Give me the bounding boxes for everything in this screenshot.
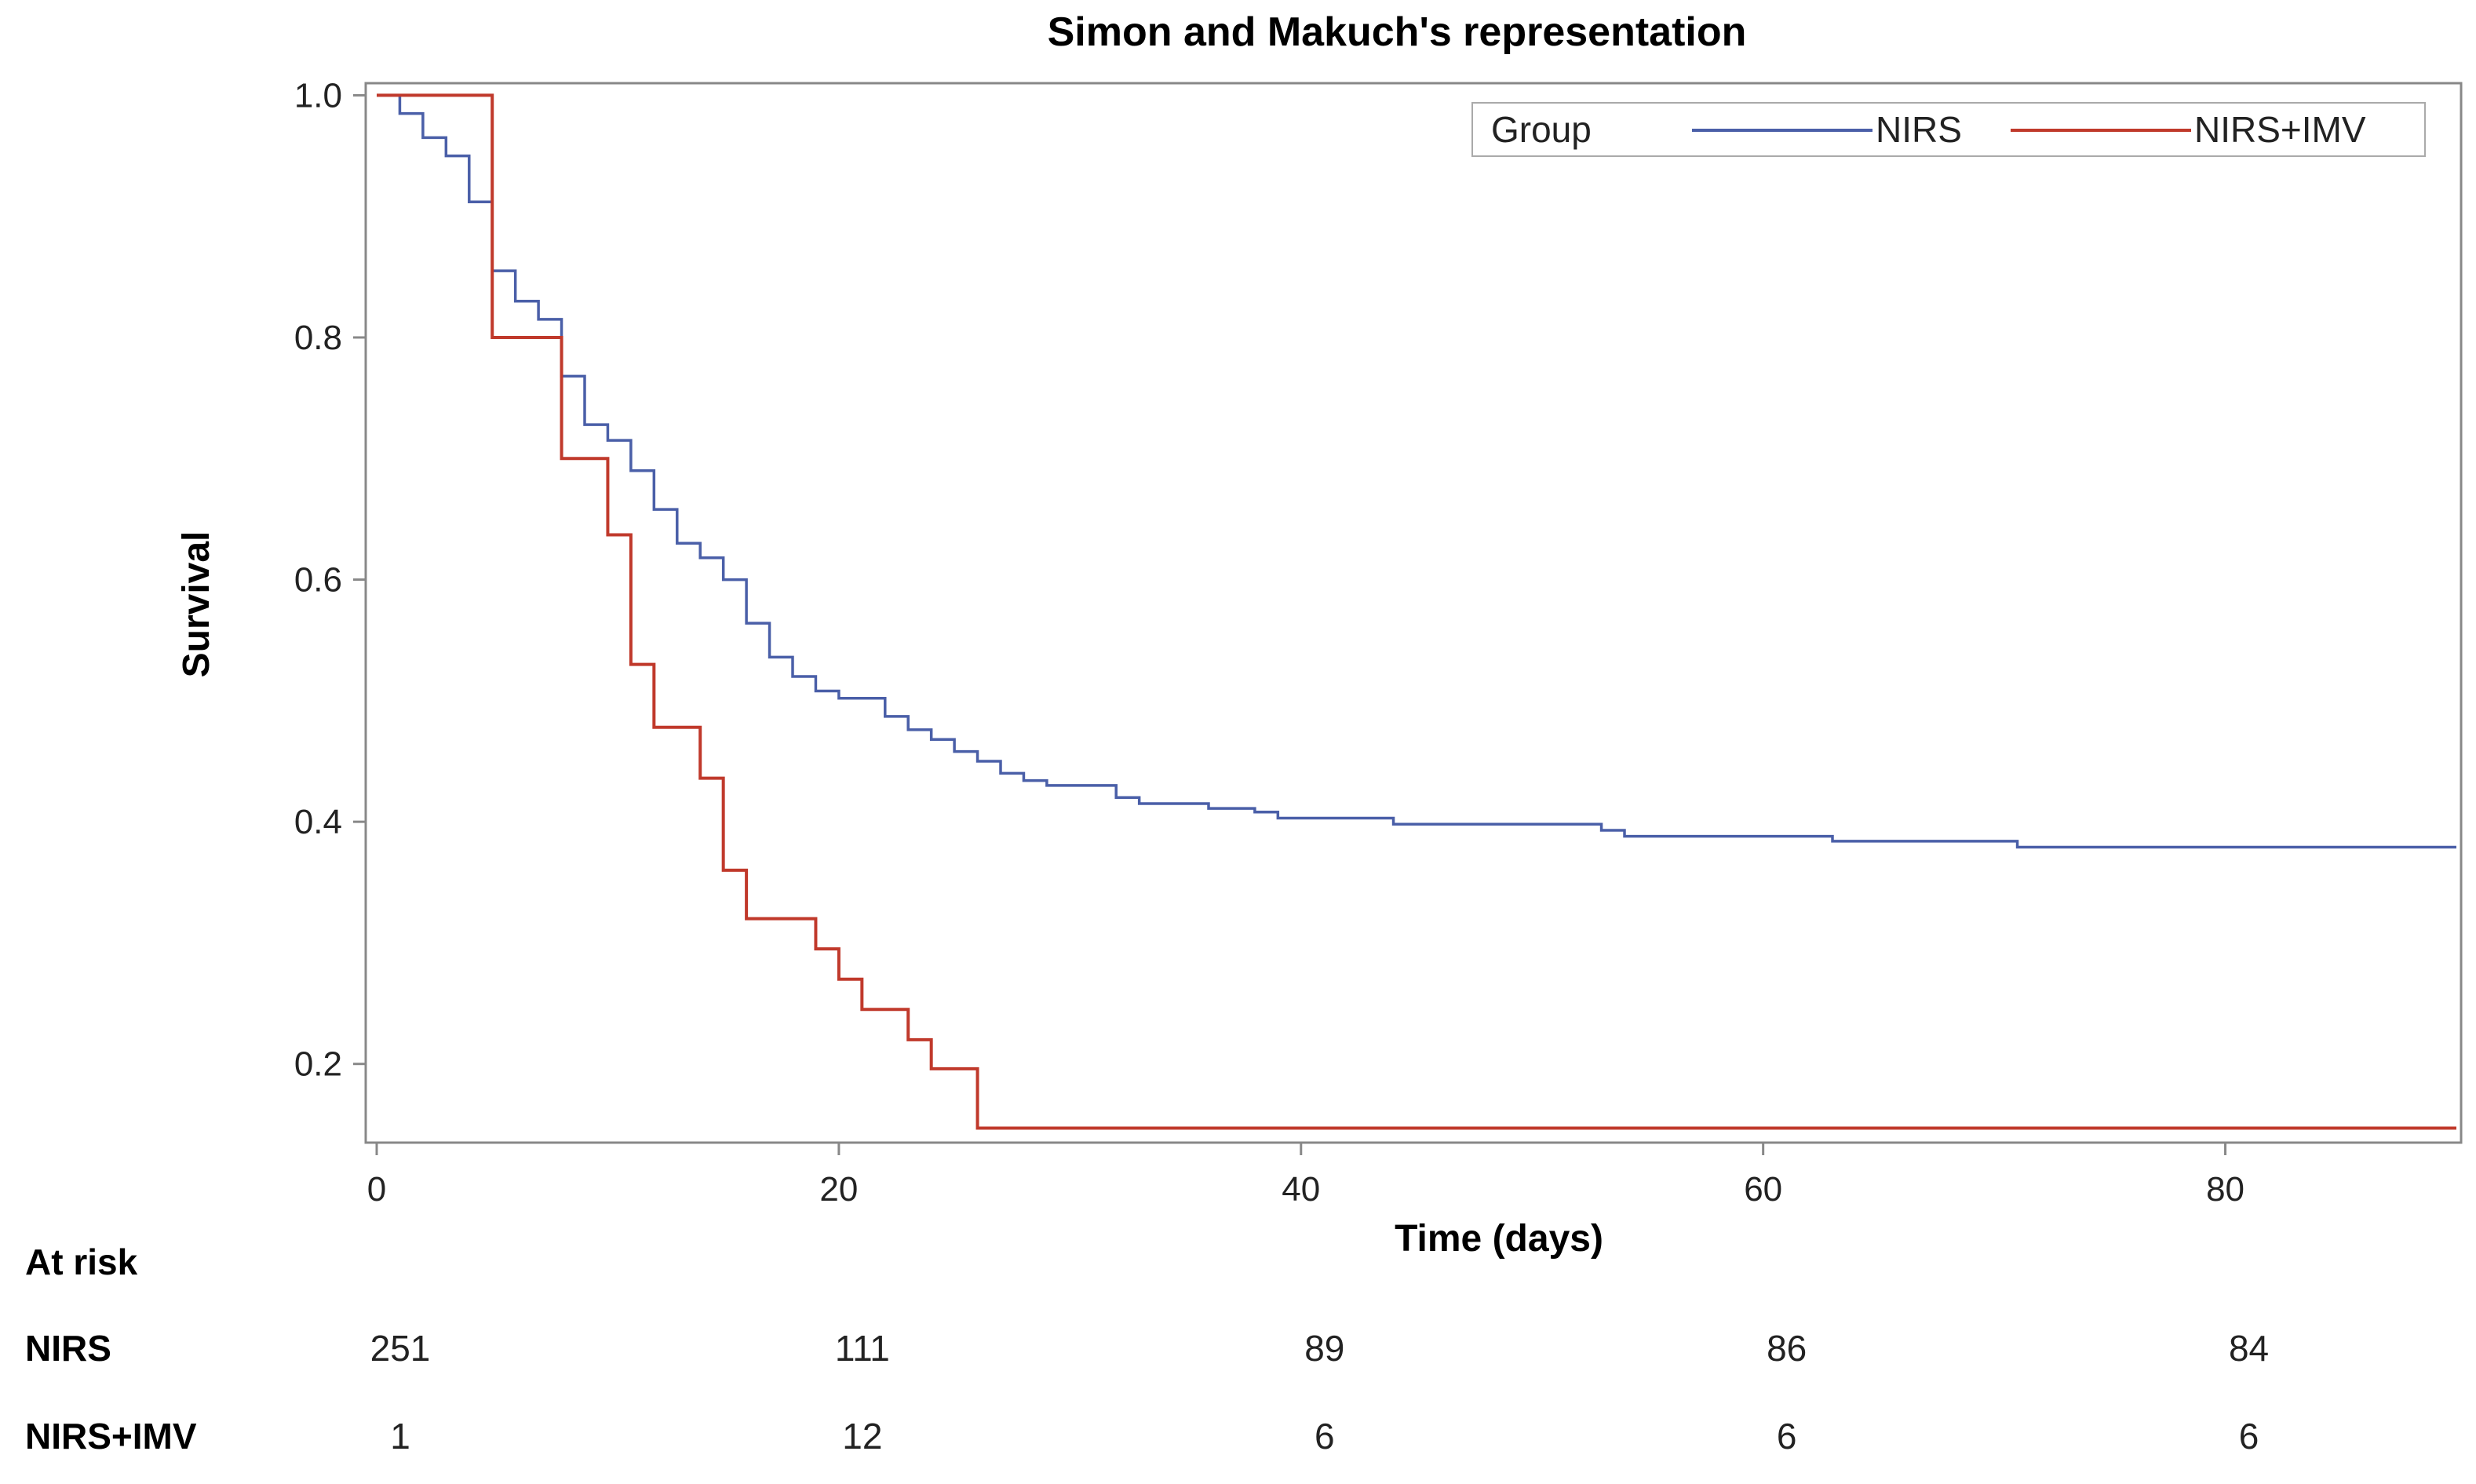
legend-label-nirs-imv: NIRS+IMV [2194, 109, 2366, 150]
x-tick-label-2: 40 [1282, 1170, 1320, 1209]
y-tick-label-3: 0.8 [294, 319, 342, 357]
x-tick-label-1: 20 [819, 1170, 858, 1209]
at-risk-value-1-4: 6 [2239, 1416, 2259, 1457]
legend-box [1471, 102, 2426, 157]
at-risk-values: 251 111 89 86 84 1 12 6 6 6 [370, 1328, 2270, 1457]
at-risk-value-0-4: 84 [2229, 1328, 2269, 1369]
at-risk-value-0-1: 111 [835, 1328, 890, 1369]
at-risk-value-0-2: 89 [1304, 1328, 1344, 1369]
y-tick-label-4: 1.0 [294, 76, 342, 115]
series-line-nirs [377, 93, 2456, 849]
y-axis: 0.2 0.4 0.6 0.8 1.0 [294, 76, 366, 1084]
at-risk-header: At risk [25, 1242, 138, 1282]
x-tick-label-4: 80 [2206, 1170, 2244, 1209]
plot-frame [364, 82, 2463, 1144]
y-tick-label-1: 0.4 [294, 803, 342, 841]
x-tick-label-3: 60 [1744, 1170, 1782, 1209]
at-risk-value-1-1: 12 [842, 1416, 882, 1457]
legend-title: Group [1491, 109, 1592, 150]
at-risk-value-1-2: 6 [1315, 1416, 1335, 1457]
series-line-nirs-imv [377, 93, 2456, 1130]
at-risk-row-label-nirs: NIRS [25, 1328, 111, 1369]
y-axis-label: Survival [176, 531, 217, 678]
chart-title: Simon and Makuch's representation [1048, 9, 1747, 55]
at-risk-row-label-nirs-imv: NIRS+IMV [25, 1416, 197, 1457]
legend: Group NIRS NIRS+IMV [1471, 102, 2426, 157]
at-risk-value-1-3: 6 [1777, 1416, 1797, 1457]
at-risk-value-0-3: 86 [1767, 1328, 1807, 1369]
y-tick-label-0: 0.2 [294, 1045, 342, 1084]
x-tick-label-0: 0 [367, 1170, 386, 1209]
at-risk-value-0-0: 251 [370, 1328, 431, 1369]
at-risk-value-1-0: 1 [390, 1416, 410, 1457]
x-axis: 0 20 40 60 80 [367, 1143, 2244, 1209]
x-axis-label: Time (days) [1395, 1218, 1603, 1260]
series-layer [377, 93, 2456, 1130]
legend-label-nirs: NIRS [1876, 109, 1962, 150]
y-tick-label-2: 0.6 [294, 561, 342, 600]
at-risk-table: At risk NIRS NIRS+IMV 251 111 89 86 84 1 12 6 6 6 [25, 1242, 2269, 1457]
